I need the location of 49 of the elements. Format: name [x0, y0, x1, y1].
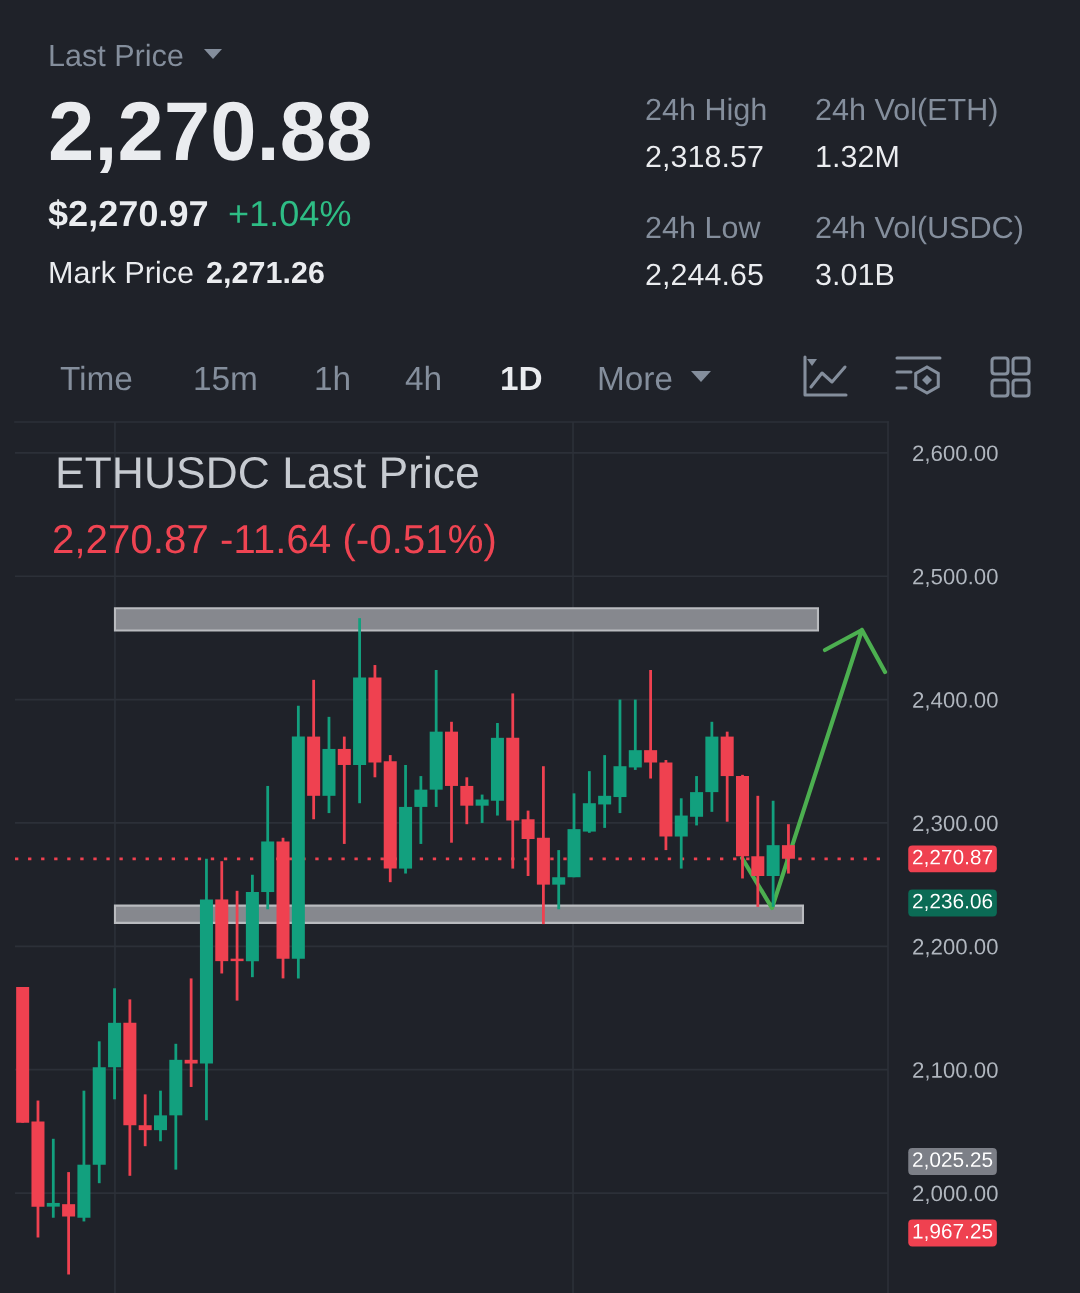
text: 24h Vol(USDC): [816, 215, 1022, 245]
candlestick: [62, 1170, 76, 1276]
text: 1h: [316, 365, 349, 390]
y-tick-label: 2,500.00: [913, 568, 998, 588]
y-tick-label: 2,600.00: [913, 445, 998, 464]
candlestick: [628, 698, 642, 772]
candlestick: [414, 774, 428, 846]
text: 24h Vol(ETH): [816, 97, 997, 127]
candlestick: [46, 1137, 60, 1220]
text: 2,025.25: [913, 1152, 993, 1170]
ref-line-label: 2,270.87: [913, 849, 993, 867]
candlestick: [475, 793, 489, 825]
text: 2,270.88: [50, 101, 370, 173]
text: $2,270.97: [48, 199, 208, 232]
candlestick: [552, 848, 566, 911]
text: 2,271.26: [207, 261, 324, 288]
candlestick: [184, 977, 198, 1089]
candlestick: [674, 796, 688, 870]
text: 2,318.57: [646, 145, 763, 171]
text: 2,244.65: [646, 263, 763, 289]
candlestick: [598, 753, 612, 830]
y-tick-label: 2,100.00: [913, 1062, 998, 1081]
text: ETHUSDC Last Price: [58, 455, 478, 489]
text: 4h: [405, 365, 440, 390]
y-tick-label: 2,200.00: [913, 938, 998, 958]
text: 15m: [195, 367, 256, 391]
y-tick-label: 2,400.00: [913, 692, 998, 711]
candlestick: [644, 668, 658, 780]
text: Time: [60, 365, 132, 391]
candlestick: [751, 794, 765, 909]
text: Mark Price: [50, 260, 193, 284]
candlestick: [460, 775, 474, 826]
text: 1.32M: [817, 145, 898, 168]
y-tick-label: 2,300.00: [913, 815, 998, 834]
candlestick: [337, 735, 351, 846]
text: +1.04%: [229, 200, 351, 227]
text: More: [599, 367, 672, 391]
text: 1D: [502, 367, 542, 390]
text: 24h Low: [646, 215, 761, 239]
candlestick: [138, 1092, 152, 1148]
text: 1,967.25: [913, 1223, 993, 1242]
y-tick-label: 2,000.00: [913, 1185, 998, 1204]
text: 2,236.06: [913, 893, 993, 912]
text: 3.01B: [816, 263, 894, 286]
text: 24h High: [646, 97, 766, 127]
candlestick: [153, 1089, 168, 1143]
text: 2,270.87 -11.64 (-0.51%): [54, 523, 495, 562]
text: Last Price: [50, 43, 183, 67]
candlestick: [781, 822, 795, 875]
